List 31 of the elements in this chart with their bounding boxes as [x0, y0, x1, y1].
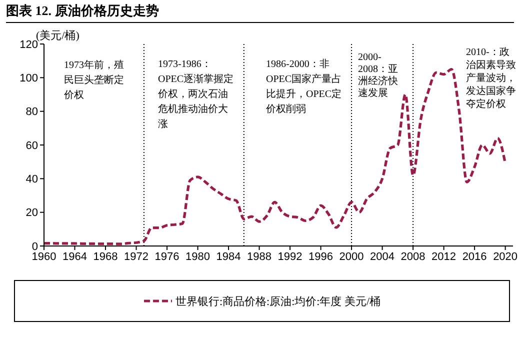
x-tick-label: 1960: [32, 250, 56, 263]
y-tick-label: 0: [32, 240, 38, 253]
legend-label: 世界银行:商品价格:原油:均价:年度 美元/桶: [175, 294, 381, 308]
x-tick-label: 1988: [247, 250, 272, 263]
annotation: 2000-2008：亚洲经济快速发展: [358, 52, 399, 100]
x-tick-label: 2008: [400, 250, 426, 263]
y-tick-label: 60: [26, 140, 38, 152]
y-tick-label: 40: [26, 174, 38, 186]
y-axis-title: (美元/桶): [36, 28, 80, 42]
x-tick-label: 2012: [432, 250, 456, 263]
x-tick-label: 1964: [62, 250, 87, 263]
y-tick-label: 100: [20, 72, 38, 85]
chart-title: 图表 12. 原油价格历史走势: [6, 2, 514, 23]
annotation: 1973-1986：OPEC逐渐掌握定价权，两次石油危机推动油价大涨: [158, 58, 235, 132]
x-tick-label: 2016: [462, 250, 487, 263]
y-tick-label: 120: [20, 38, 38, 51]
annotation: 1986-2000：非OPEC国家产量占比提升，OPEC定价权削弱: [266, 58, 342, 117]
x-tick-label: 2000: [339, 250, 364, 263]
annotation: 2010-：政治因素导致产量波动，发达国家争夺定价权: [466, 46, 516, 111]
x-tick-label: 1980: [186, 250, 210, 263]
y-tick-label: 20: [26, 207, 38, 220]
x-tick-label: 2004: [370, 250, 395, 263]
y-tick-label: 80: [26, 106, 38, 118]
x-tick-label: 1984: [216, 250, 241, 263]
x-tick-label: 1992: [278, 250, 302, 263]
annotation: 1973年前，殖民巨头垄断定价权: [64, 58, 125, 103]
x-tick-label: 2020: [493, 250, 518, 263]
x-tick-label: 1976: [154, 250, 180, 263]
x-tick-label: 1972: [124, 250, 149, 263]
x-tick-label: 1968: [93, 250, 118, 263]
x-tick-label: 1996: [308, 250, 334, 263]
